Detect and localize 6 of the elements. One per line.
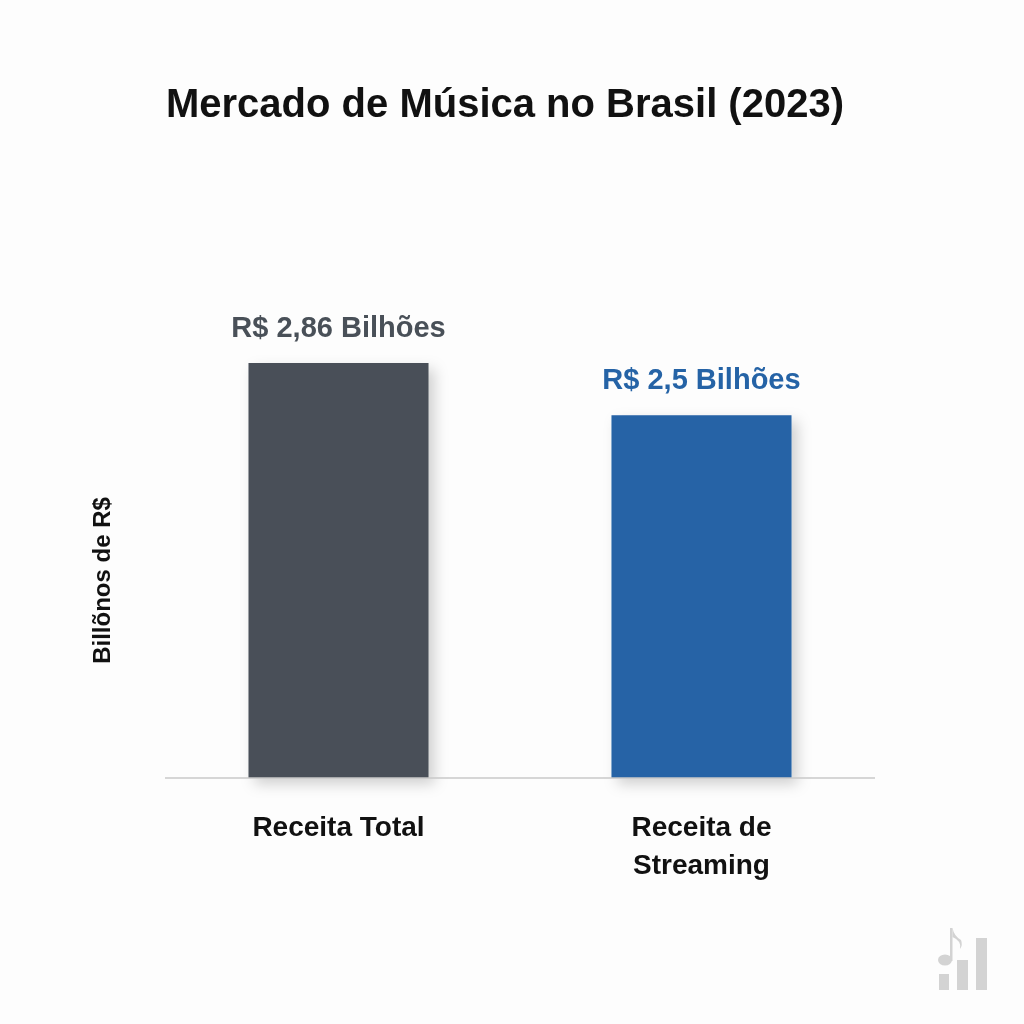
chart-title: Mercado de Música no Brasil (2023) [165,81,845,125]
x-tick-label: Receita Total [252,811,425,842]
x-tick-label: Receita de Streaming [631,811,772,880]
y-axis-title: Billõnos de R$ [88,496,115,664]
data-label: R$ 2,5 Bilhões [602,363,801,396]
data-label: R$ 2,86 Bilhões [231,311,446,343]
